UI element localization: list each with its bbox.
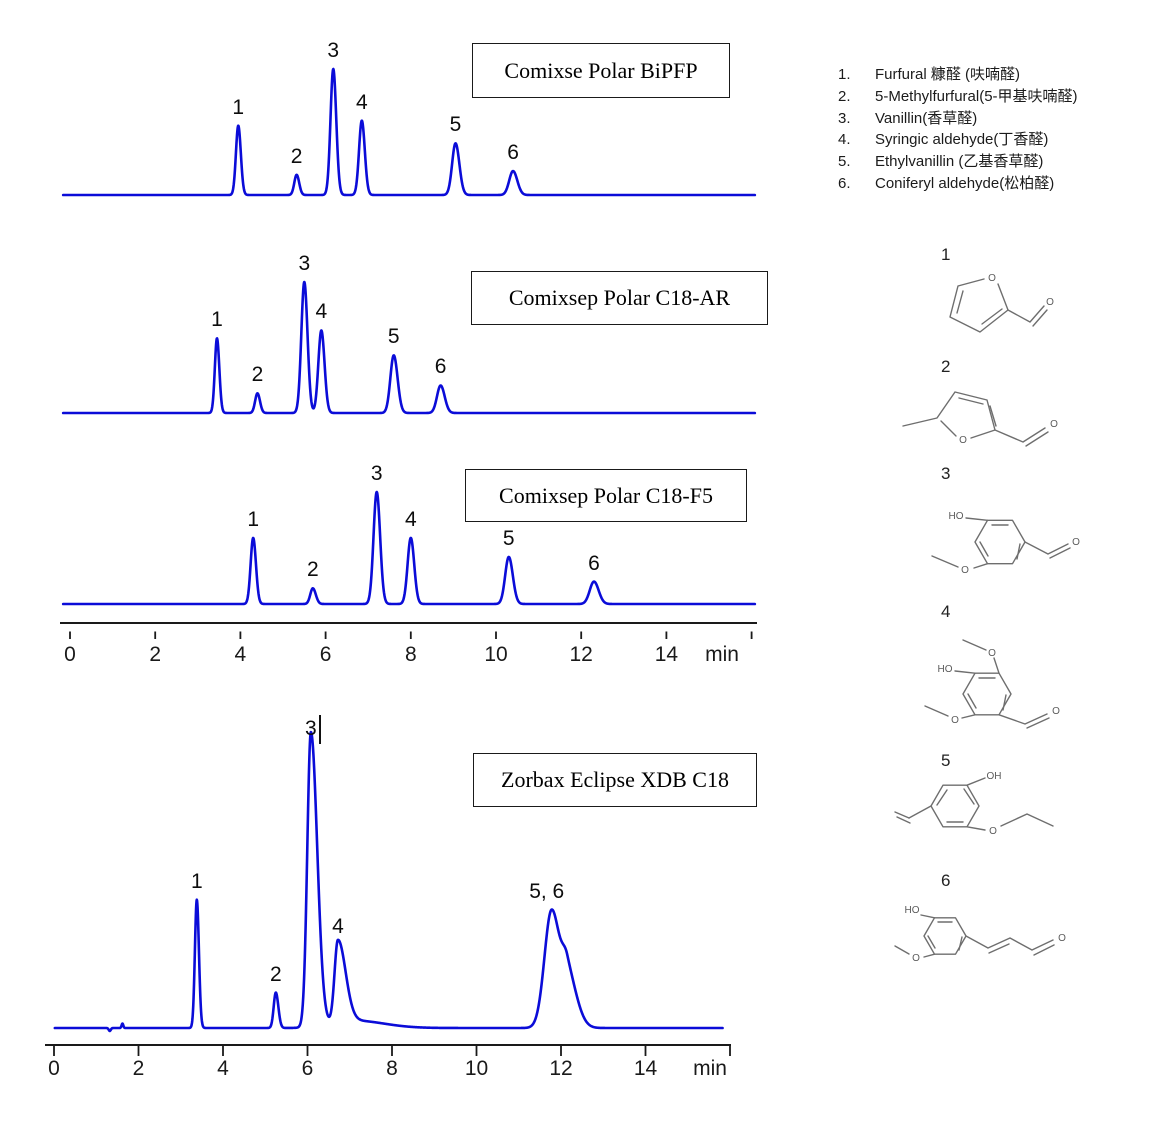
legend-item-label: Coniferyl aldehyde(松柏醛) bbox=[875, 174, 1055, 192]
atom-label: O bbox=[951, 715, 959, 726]
legend-item-label: Furfural 糠醛 (呋喃醛) bbox=[875, 66, 1021, 83]
legend-item-number: 5. bbox=[838, 153, 851, 171]
legend-item-label: Syringic aldehyde(丁香醛) bbox=[875, 131, 1049, 149]
legend-item-label: Vanillin(香草醛) bbox=[875, 109, 978, 127]
atom-label: OH bbox=[987, 771, 1002, 782]
peak-label-6: 6 bbox=[434, 355, 447, 379]
atom-label: O bbox=[912, 953, 920, 964]
trace-2 bbox=[61, 490, 757, 606]
peak-label-1: 1 bbox=[190, 869, 203, 893]
atom-label: HO bbox=[905, 905, 920, 916]
structure-2-number: 2 bbox=[941, 357, 951, 376]
atom-label: O bbox=[1058, 933, 1066, 944]
atom-label: HO bbox=[938, 664, 953, 675]
structure-1-number: 1 bbox=[941, 245, 951, 264]
axis-tick-label: 12 bbox=[549, 1057, 573, 1080]
peak-label-4: 4 bbox=[332, 915, 344, 939]
legend-item-6: 6. Coniferyl aldehyde(松柏醛) bbox=[838, 173, 1168, 195]
axis-tick-label: 0 bbox=[48, 1057, 60, 1080]
peak-label-5: 5 bbox=[502, 526, 515, 550]
legend-item-3: 3. Vanillin(香草醛) bbox=[838, 108, 1168, 130]
peak-label-3: 3 bbox=[370, 462, 383, 485]
axis-tick-label: 2 bbox=[149, 643, 162, 666]
peak-label-3: 3 bbox=[305, 717, 317, 740]
legend-item-number: 2. bbox=[838, 87, 851, 105]
cursor-mark bbox=[319, 715, 321, 744]
peak-label-5: 5 bbox=[449, 113, 462, 137]
legend-item-4: 4. Syringic aldehyde(丁香醛) bbox=[838, 129, 1168, 151]
axis-tick-label: 4 bbox=[234, 643, 247, 666]
atom-label: O bbox=[988, 273, 996, 284]
trace-0 bbox=[61, 67, 757, 197]
peak-label-6: 6 bbox=[507, 141, 519, 165]
peak-label-4: 4 bbox=[315, 300, 328, 324]
structure-5-number: 5 bbox=[941, 751, 951, 770]
legend-item-number: 4. bbox=[838, 131, 851, 149]
peak-label-1: 1 bbox=[211, 308, 223, 332]
axis-tick-label: 4 bbox=[217, 1057, 229, 1080]
peak-label-2: 2 bbox=[306, 558, 319, 582]
peak-label-1: 1 bbox=[232, 95, 245, 119]
furfural-structure-icon: O O bbox=[949, 273, 1054, 333]
legend-item-label: Ethylvanillin (乙基香草醛) bbox=[875, 153, 1044, 171]
title-box-c18f5: Comixsep Polar C18-F5 bbox=[465, 469, 747, 522]
axis-unit-label: min bbox=[693, 1057, 727, 1080]
compound-legend: 1. Furfural 糠醛 (呋喃醛) 2. 5-Methylfurfural(5-… bbox=[838, 64, 1168, 195]
atom-label: O bbox=[989, 826, 997, 837]
vanillin-structure-icon: HO O O bbox=[931, 511, 1080, 576]
coniferyl-aldehyde-structure-icon: HO O O bbox=[894, 905, 1066, 964]
ethylvanillin-structure-icon: OH O bbox=[894, 771, 1054, 837]
legend-item-number: 1. bbox=[838, 66, 851, 83]
peak-label-1: 1 bbox=[247, 507, 260, 531]
atom-label: O bbox=[988, 648, 996, 659]
title-box-c18ar: Comixsep Polar C18-AR bbox=[471, 271, 768, 325]
peak-label-3: 3 bbox=[298, 252, 311, 275]
axis-tick-label: 2 bbox=[132, 1057, 145, 1080]
peak-label-5: 5 bbox=[387, 325, 400, 349]
trace-3 bbox=[53, 730, 724, 1033]
peak-label-6: 6 bbox=[588, 551, 600, 575]
legend-item-5: 5. Ethylvanillin (乙基香草醛) bbox=[838, 151, 1168, 173]
atom-label: HO bbox=[949, 511, 964, 522]
legend-item-number: 6. bbox=[838, 174, 851, 192]
axis-tick-label: 12 bbox=[569, 643, 593, 666]
methylfurfural-structure-icon: O O bbox=[902, 391, 1058, 447]
peak-label-3: 3 bbox=[327, 39, 340, 62]
axis-tick-label: 8 bbox=[386, 1057, 398, 1080]
axis-tick-label: 6 bbox=[319, 643, 332, 666]
peak-label-2: 2 bbox=[269, 962, 282, 986]
syringic-aldehyde-structure-icon: O HO O O bbox=[924, 639, 1060, 729]
axis-tick-label: 10 bbox=[484, 643, 508, 666]
axis-tick-label: 14 bbox=[654, 643, 679, 666]
legend-item-number: 3. bbox=[838, 109, 851, 127]
legend-item-1: 1. Furfural 糠醛 (呋喃醛) bbox=[838, 64, 1168, 86]
atom-label: O bbox=[961, 565, 969, 576]
atom-label: O bbox=[1050, 419, 1058, 430]
peak-label-2: 2 bbox=[290, 144, 303, 168]
axis-tick-label: 14 bbox=[633, 1057, 658, 1080]
structure-3-number: 3 bbox=[941, 464, 951, 483]
legend-item-2: 2. 5-Methylfurfural(5-甲基呋喃醛) bbox=[838, 86, 1168, 108]
trace-1 bbox=[61, 280, 757, 415]
peak-label-5-6: 5, 6 bbox=[529, 880, 565, 903]
atom-label: O bbox=[1052, 706, 1060, 717]
legend-item-label: 5-Methylfurfural(5-甲基呋喃醛) bbox=[875, 87, 1078, 105]
atom-label: O bbox=[959, 435, 967, 446]
peak-label-4: 4 bbox=[404, 507, 417, 531]
peak-label-2: 2 bbox=[251, 363, 264, 387]
axis-tick-label: 8 bbox=[404, 643, 417, 666]
axis-unit-label: min bbox=[705, 643, 739, 666]
atom-label: O bbox=[1072, 537, 1080, 548]
title-box-bipfp: Comixse Polar BiPFP bbox=[472, 43, 730, 98]
axis-tick-label: 6 bbox=[301, 1057, 314, 1080]
title-box-zorbax: Zorbax Eclipse XDB C18 bbox=[473, 753, 757, 807]
structure-4-number: 4 bbox=[941, 602, 951, 621]
axis-tick-label: 10 bbox=[464, 1057, 489, 1080]
axis-tick-label: 0 bbox=[64, 643, 76, 666]
peak-label-4: 4 bbox=[355, 90, 368, 114]
structure-6-number: 6 bbox=[941, 871, 951, 890]
atom-label: O bbox=[1046, 297, 1054, 308]
